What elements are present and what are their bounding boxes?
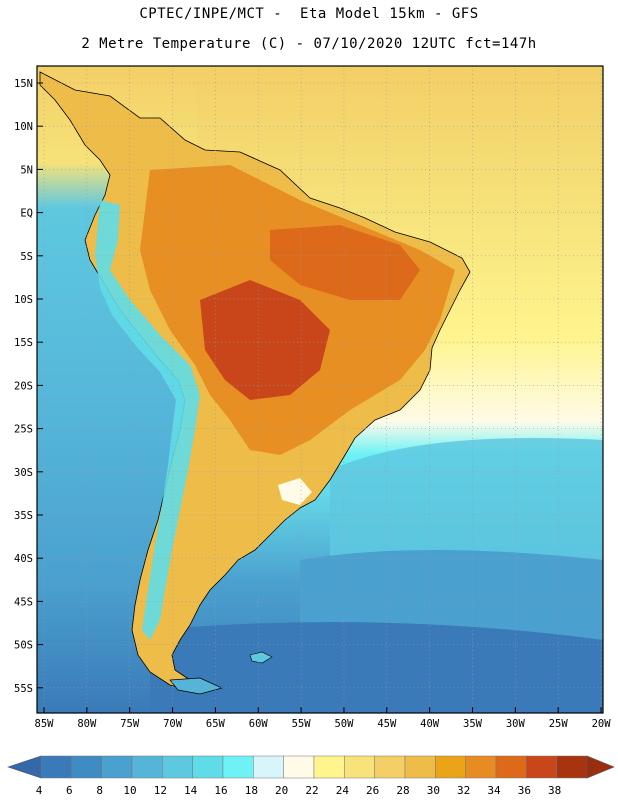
map-title-line-2: 2 Metre Temperature (C) - 07/10/2020 12U… xyxy=(81,36,537,52)
lon-label: 25W xyxy=(549,718,569,730)
color-bar-swatch xyxy=(435,755,466,779)
lon-label: 20W xyxy=(592,718,612,730)
color-bar-label: 6 xyxy=(66,784,73,797)
lat-label: 10S xyxy=(14,294,33,306)
color-bar-swatch xyxy=(192,755,224,779)
color-bar-swatch xyxy=(404,755,436,779)
uruguay-cool-zone xyxy=(278,478,312,505)
lon-label: 45W xyxy=(377,718,397,730)
color-bar-label: 28 xyxy=(396,784,409,797)
color-bar-label: 4 xyxy=(36,784,43,797)
lat-label: 5N xyxy=(20,164,33,176)
color-bar-label: 26 xyxy=(366,784,379,797)
color-bar-high-arrow xyxy=(586,755,615,779)
lat-label: 45S xyxy=(14,596,33,608)
color-bar-swatch xyxy=(131,755,163,779)
amazon-hot-zone xyxy=(270,225,420,300)
color-bar-swatch xyxy=(374,755,406,779)
color-bar-swatch xyxy=(71,755,102,779)
color-bar-swatch xyxy=(222,755,254,779)
color-bar-label: 18 xyxy=(245,784,258,797)
color-bar-low-arrow xyxy=(7,755,42,779)
color-bar-label: 30 xyxy=(427,784,440,797)
color-bar-label: 10 xyxy=(123,784,136,797)
color-bar-swatch xyxy=(465,755,497,779)
color-bar-swatch xyxy=(40,755,72,779)
lon-label: 35W xyxy=(463,718,483,730)
lon-label: 40W xyxy=(420,718,440,730)
color-bar-label: 34 xyxy=(487,784,501,797)
color-bar-swatch xyxy=(526,755,557,779)
lon-label: 60W xyxy=(249,718,269,730)
color-bar-labels: 4 6 8 10 12 14 16 18 20 22 24 26 28 30 32 34 36 38 xyxy=(36,784,562,797)
lon-label: 85W xyxy=(35,718,55,730)
andes-cool-strip xyxy=(95,200,200,640)
color-bar-swatch xyxy=(313,755,345,779)
lon-label: 75W xyxy=(120,718,140,730)
lat-label: 10N xyxy=(14,121,33,133)
map-frame xyxy=(36,65,604,714)
lon-label: 70W xyxy=(163,718,183,730)
color-bar-label: 16 xyxy=(214,784,227,797)
color-bar-swatch xyxy=(253,755,284,779)
lat-label: 25S xyxy=(14,424,33,436)
color-bar-label: 12 xyxy=(154,784,167,797)
color-bar-label: 24 xyxy=(336,784,350,797)
lat-label: 35S xyxy=(14,510,33,522)
lat-label: 15S xyxy=(14,337,33,349)
lon-label: 55W xyxy=(292,718,312,730)
lat-label: 15N xyxy=(14,78,33,90)
color-bar-swatch xyxy=(101,755,133,779)
tierra-del-fuego xyxy=(169,677,224,695)
color-bar-label: 22 xyxy=(305,784,318,797)
lat-label: 40S xyxy=(14,553,33,565)
color-bar-label: 8 xyxy=(96,784,103,797)
lon-label: 50W xyxy=(334,718,354,730)
lon-label: 30W xyxy=(506,718,526,730)
color-bar-label: 20 xyxy=(275,784,288,797)
map-title-line-1: CPTEC/INPE/MCT - Eta Model 15km - GFS xyxy=(139,6,479,22)
interior-hot-core xyxy=(200,280,330,400)
color-bar-swatch xyxy=(162,755,193,779)
longitude-labels: 85W 80W 75W 70W 65W 60W 55W 50W 45W 40W 35W 30W 25W 2… xyxy=(35,707,612,730)
map-area xyxy=(37,66,603,713)
lat-label: 50S xyxy=(14,640,33,652)
lat-label: 55S xyxy=(14,683,33,695)
lat-label: EQ xyxy=(20,208,33,220)
southern-ocean-zone xyxy=(150,622,603,713)
lat-label: 30S xyxy=(14,467,33,479)
color-bar-swatch xyxy=(495,755,527,779)
color-bar-label: 14 xyxy=(184,784,198,797)
color-bar-swatch xyxy=(344,755,375,779)
latitude-labels: 15N 10N 5N EQ 5S 10S 15S 20S 25S 30S 35S 40S 45S 50S 5… xyxy=(14,78,43,695)
lat-label: 5S xyxy=(20,251,33,263)
temperature-color-bar xyxy=(7,755,615,779)
color-bar-swatch xyxy=(556,755,588,779)
color-bar-label: 36 xyxy=(518,784,531,797)
lat-label: 20S xyxy=(14,380,33,392)
color-bar-swatch xyxy=(283,755,315,779)
falkland-islands xyxy=(249,651,273,664)
color-bar-label: 32 xyxy=(457,784,470,797)
lon-label: 80W xyxy=(77,718,97,730)
color-bar-label: 38 xyxy=(548,784,561,797)
lon-label: 65W xyxy=(206,718,226,730)
